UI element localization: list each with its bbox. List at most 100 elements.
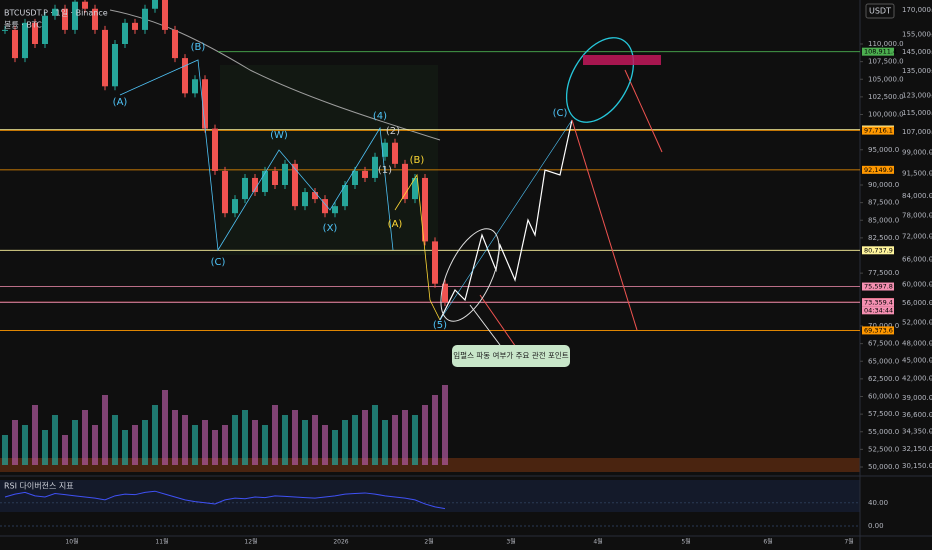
wave-path: [394, 173, 441, 321]
y-tick-label: 87,500.0: [868, 199, 899, 207]
y-tick-label: 107,500.0: [868, 58, 904, 66]
candle-body: [152, 0, 158, 9]
candle-body: [432, 241, 438, 284]
price-tag-label: 92,149.9: [864, 166, 893, 174]
y2-tick-label: 66,000.00: [902, 255, 932, 263]
countdown-tag: [862, 306, 894, 315]
volume-bar: [332, 430, 338, 465]
candle-body: [12, 29, 18, 59]
target-box: [583, 55, 661, 65]
volume-bar: [352, 415, 358, 465]
volume-bar: [82, 410, 88, 465]
volume-bar: [2, 435, 8, 465]
y2-tick-label: 42,000.00: [902, 375, 932, 383]
candle-body: [112, 44, 118, 87]
callout-pointer: [469, 304, 501, 346]
volume-bar: [142, 420, 148, 465]
candle-body: [302, 192, 308, 207]
wave-label: (1): [378, 165, 392, 176]
rsi-pane: [0, 480, 860, 512]
y2-tick-label: 91,500.00: [902, 169, 932, 177]
volume-bar: [182, 415, 188, 465]
candle-body: [142, 8, 148, 30]
y-tick-label: 102,500.0: [868, 93, 904, 101]
y-tick-label: 110,000.0: [868, 40, 904, 48]
y2-tick-label: 170,000.00: [902, 6, 932, 14]
y-tick-label: 70,000.0: [868, 322, 899, 330]
volume-bar: [262, 425, 268, 465]
volume-bar: [202, 420, 208, 465]
wave-label: (5): [433, 320, 447, 331]
wave-label: (B): [410, 155, 425, 166]
symbol-title: BTCUSDT.P · 1일 · Binance: [4, 9, 108, 18]
projection-arrow: [571, 119, 638, 331]
volume-bar: [162, 390, 168, 465]
y2-tick-label: 45,000.00: [902, 356, 932, 364]
candle-body: [242, 177, 248, 200]
candle-body: [102, 29, 108, 87]
candle-body: [182, 58, 188, 94]
volume-bar: [232, 415, 238, 465]
candle-body: [292, 163, 298, 207]
candle-body: [332, 206, 338, 214]
y-tick-label: 95,000.0: [868, 146, 899, 154]
candle-body: [202, 79, 208, 129]
y2-tick-label: 135,000.00: [902, 67, 932, 75]
wave-label: (4): [373, 111, 387, 122]
candle-body: [132, 22, 138, 30]
volume-bar: [362, 410, 368, 465]
candle-body: [52, 8, 58, 16]
candle-body: [352, 170, 358, 185]
volume-bar: [422, 405, 428, 465]
currency-label[interactable]: USDT: [869, 7, 891, 16]
y-tick-label: 90,000.0: [868, 181, 899, 189]
currency-button[interactable]: [865, 3, 895, 19]
y-tick-label: 82,500.0: [868, 234, 899, 242]
projection-line: [439, 119, 573, 321]
y2-tick-label: 155,000.00: [902, 30, 932, 38]
wave-label: (B): [191, 42, 206, 53]
candle-body: [342, 185, 348, 207]
candle-body: [162, 0, 168, 30]
candle-body: [412, 177, 418, 200]
candle-body: [62, 8, 68, 30]
volume-bar: [282, 415, 288, 465]
candle-body: [282, 163, 288, 185]
y2-tick-label: 107,000.00: [902, 128, 932, 136]
x-tick-label: 11월: [155, 538, 168, 546]
candle-body: [252, 177, 258, 193]
candle-body: [382, 142, 388, 157]
volume-bar: [322, 425, 328, 465]
zone: [220, 65, 438, 255]
wave-label: (C): [211, 257, 226, 268]
candle-body: [392, 142, 398, 164]
price-tag-label: 75,597.8: [864, 283, 893, 291]
callout-box: [452, 345, 570, 367]
candle-body: [272, 170, 278, 185]
volume-bar: [62, 435, 68, 465]
volume-title: 볼륨 · BTC: [4, 20, 42, 30]
volume-bar: [112, 415, 118, 465]
candle-body: [372, 156, 378, 178]
price-tag: [862, 47, 894, 56]
volume-bar: [22, 425, 28, 465]
x-tick-label: 5월: [681, 538, 690, 546]
volume-bar: [102, 395, 108, 465]
rsi-line: [4, 490, 446, 510]
y-tick-label: 100,000.0: [868, 111, 904, 119]
x-tick-label: 2월: [424, 538, 433, 546]
volume-bar: [292, 410, 298, 465]
wave-label: (A): [113, 97, 128, 108]
wave-label: (X): [323, 223, 338, 234]
y-tick-label: 62,500.0: [868, 375, 899, 383]
y2-tick-label: 123,000.00: [902, 91, 932, 99]
y-tick-label: 50,000.0: [868, 463, 899, 471]
price-tag-label: 108,911.4: [864, 48, 897, 56]
volume-bar: [92, 425, 98, 465]
volume-bar: [212, 430, 218, 465]
price-tag-label: 73,359.4: [864, 298, 893, 306]
volume-bar: [72, 420, 78, 465]
callout-text: 임펄스 파동 여부가 주요 관전 포인트: [453, 350, 569, 360]
y-tick-label: 52,500.0: [868, 445, 899, 453]
y2-tick-label: 115,000.00: [902, 109, 932, 117]
